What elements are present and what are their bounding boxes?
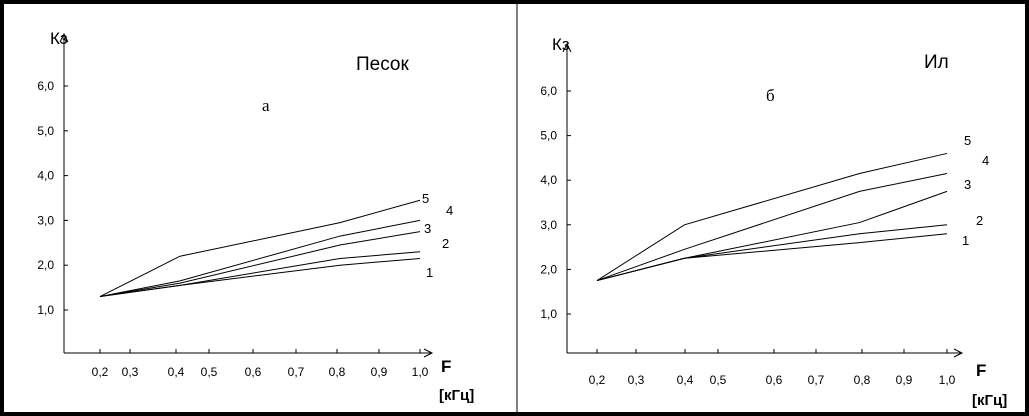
series-line-2 <box>596 224 948 282</box>
y-tick-label: 5,0 <box>540 129 557 143</box>
x-tick-label: 0,6 <box>766 373 783 387</box>
series-label-5: 5 <box>422 191 429 206</box>
x-axis-arrow <box>953 348 964 358</box>
x-tick-label: 0,8 <box>854 373 871 387</box>
x-axis-unit: [кГц] <box>972 392 1007 409</box>
y-tick-label: 1,0 <box>37 303 54 317</box>
series-line-5 <box>596 152 948 281</box>
panel-letter: а <box>262 96 270 115</box>
x-tick-label: 0,3 <box>122 365 139 379</box>
series-label-2: 2 <box>976 213 983 228</box>
x-tick-label: 0,3 <box>628 373 645 387</box>
x-tick-label: 0,4 <box>168 365 185 379</box>
y-tick-label: 2,0 <box>37 258 54 272</box>
y-tick-label: 1,0 <box>540 307 557 321</box>
series-line-2 <box>99 251 421 298</box>
x-tick-label: 0,2 <box>92 365 109 379</box>
x-tick-label: 0,7 <box>808 373 825 387</box>
x-tick-label: 1,0 <box>412 365 429 379</box>
x-tick-label: 0,5 <box>201 365 218 379</box>
y-tick-label: 4,0 <box>540 173 557 187</box>
series-line-4 <box>596 173 948 282</box>
x-tick-label: 0,6 <box>245 365 262 379</box>
series-line-3 <box>99 231 421 298</box>
y-tick-label: 3,0 <box>540 218 557 232</box>
y-tick-label: 5,0 <box>37 124 54 138</box>
y-axis-label: Кз <box>50 29 68 48</box>
y-tick-label: 6,0 <box>37 79 54 93</box>
series-label-4: 4 <box>446 203 453 218</box>
panel-title: Песок <box>356 54 410 75</box>
panel-silt: 0,2 0,3 0,4 0,5 0,6 0,7 0,8 0,9 1,0 1,0 2,0 3,0 4,0 5… <box>540 35 1007 409</box>
x-axis-unit: [кГц] <box>439 387 474 404</box>
series-label-1: 1 <box>962 233 969 248</box>
series-label-1: 1 <box>426 265 433 280</box>
chart-svg: 0,2 0,3 0,4 0,5 0,6 0,7 0,8 0,9 1,0 1,0 2,0 3,0 4,0 5… <box>37 4 1007 412</box>
y-axis-arrow <box>562 42 572 53</box>
panel-letter: б <box>766 86 775 105</box>
x-tick-label: 0,2 <box>589 373 606 387</box>
panel-sand: 0,2 0,3 0,4 0,5 0,6 0,7 0,8 0,9 1,0 1,0 2,0 3,0 4,0 5… <box>37 29 474 404</box>
x-tick-label: 1,0 <box>939 373 956 387</box>
panel-title: Ил <box>924 52 949 73</box>
x-tick-label: 0,5 <box>710 373 727 387</box>
y-tick-label: 3,0 <box>37 213 54 227</box>
x-tick-label: 0,8 <box>329 365 346 379</box>
series-label-5: 5 <box>964 133 971 148</box>
y-axis-label: Кз <box>552 35 570 54</box>
y-tick-label: 6,0 <box>540 84 557 98</box>
x-tick-label: 0,9 <box>896 373 913 387</box>
x-tick-label: 0,9 <box>371 365 388 379</box>
series-line-4 <box>99 219 421 298</box>
series-line-5 <box>99 199 421 298</box>
series-label-4: 4 <box>982 153 989 168</box>
y-tick-label: 4,0 <box>37 169 54 183</box>
series-line-3 <box>596 190 948 282</box>
series-label-3: 3 <box>424 221 431 236</box>
x-tick-label: 0,4 <box>677 373 694 387</box>
x-axis-arrow <box>423 348 434 358</box>
x-axis-label: F <box>441 357 451 376</box>
y-axis-arrow <box>59 32 69 43</box>
y-tick-label: 2,0 <box>540 262 557 276</box>
series-label-3: 3 <box>964 177 971 192</box>
series-label-2: 2 <box>442 236 449 251</box>
x-axis-label: F <box>976 361 986 380</box>
x-tick-label: 0,7 <box>288 365 305 379</box>
